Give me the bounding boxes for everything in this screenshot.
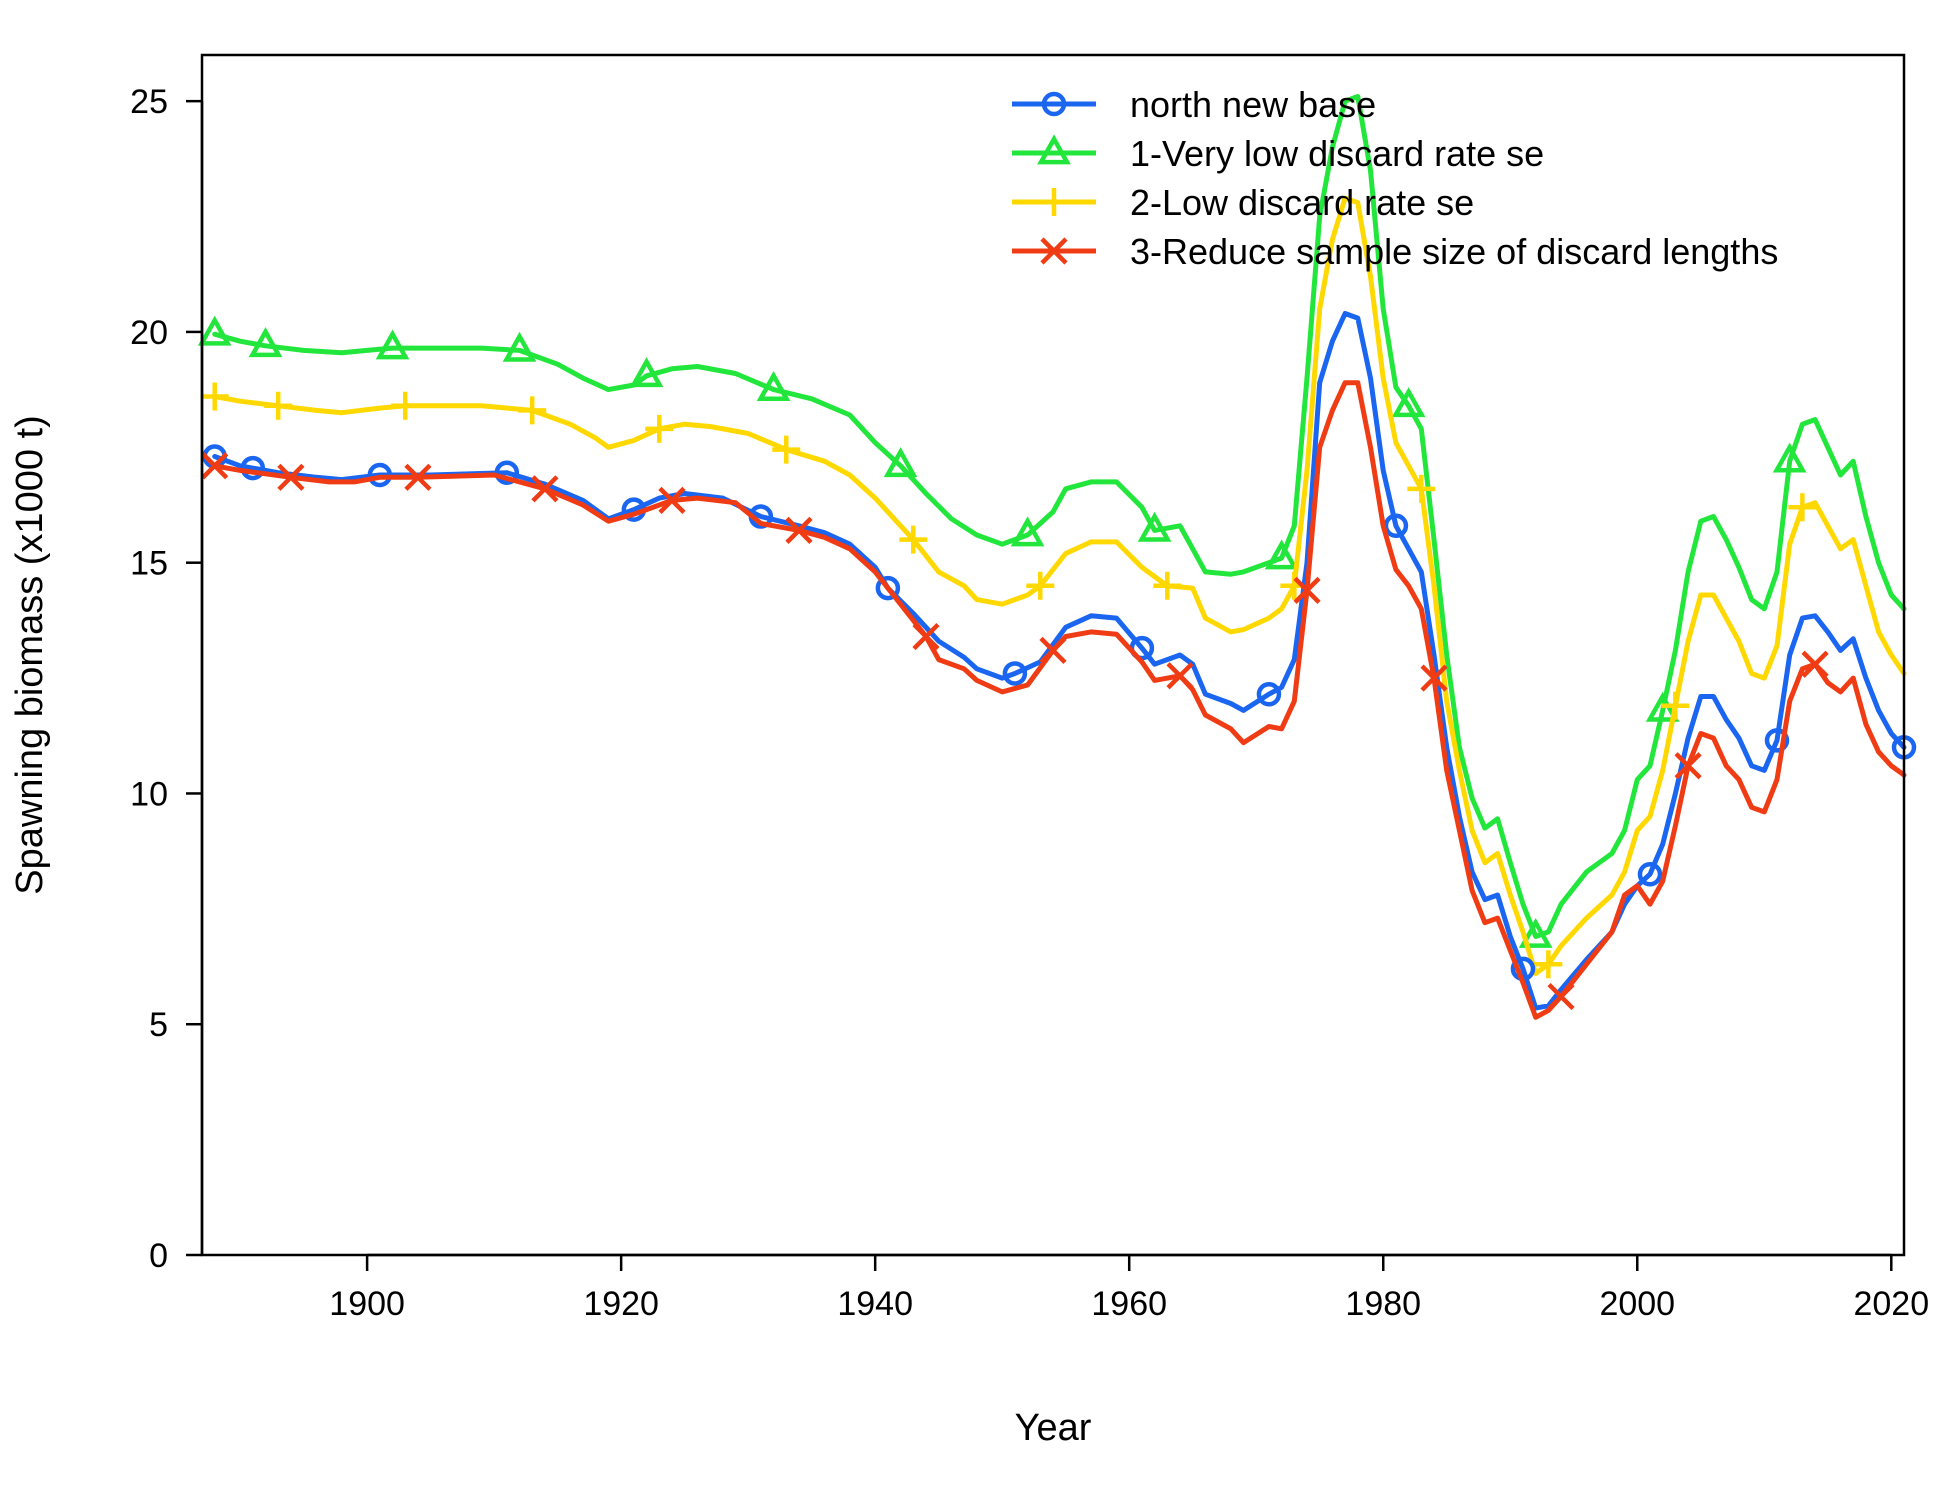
triangle-marker — [1772, 442, 1807, 473]
legend-item: 2-Low discard rate se — [1012, 182, 1474, 223]
x-marker — [658, 486, 686, 514]
plus-marker — [1788, 493, 1817, 522]
circle-marker — [1764, 728, 1790, 753]
x-marker — [404, 463, 432, 491]
triangle-marker — [248, 327, 283, 358]
x-tick-label: 1940 — [837, 1285, 913, 1323]
x-tick-label: 1900 — [329, 1285, 405, 1323]
circle-marker — [1383, 513, 1409, 539]
legend-label: north new base — [1130, 84, 1376, 125]
series-line — [212, 94, 1907, 939]
x-marker — [1801, 650, 1829, 678]
triangle-marker — [883, 447, 918, 478]
triangle-marker — [1037, 134, 1071, 165]
plus-marker — [772, 435, 801, 464]
series-4 — [201, 380, 1907, 1020]
circle-marker — [875, 575, 901, 601]
plus-marker — [1040, 188, 1068, 216]
x-marker — [201, 452, 229, 480]
series-line — [212, 380, 1907, 1020]
x-tick-label: 1960 — [1091, 1285, 1167, 1323]
legend-label: 2-Low discard rate se — [1130, 182, 1474, 223]
x-marker — [1040, 237, 1068, 265]
x-axis-title: Year — [1015, 1407, 1092, 1449]
circle-marker — [1256, 681, 1282, 707]
triangle-marker — [1264, 539, 1299, 570]
circle-marker — [1002, 661, 1028, 686]
x-marker — [277, 463, 305, 491]
x-marker — [1293, 576, 1321, 604]
x-marker — [1166, 662, 1194, 690]
y-tick-label: 10 — [130, 775, 168, 813]
plus-marker — [1407, 474, 1436, 503]
plus-marker — [1534, 950, 1563, 979]
series-3 — [200, 195, 1907, 979]
x-tick-label: 2000 — [1599, 1285, 1675, 1323]
plus-marker — [1026, 571, 1055, 600]
legend-item: north new base — [1012, 84, 1376, 125]
plus-marker — [645, 414, 674, 443]
y-axis-title: Spawning biomass (x1000 t) — [9, 415, 51, 894]
legend-label: 1-Very low discard rate se — [1130, 133, 1544, 174]
y-axis: 0 5 10 15 20 25 — [130, 83, 204, 1275]
plus-marker — [1153, 571, 1182, 600]
legend-label: 3-Reduce sample size of discard lengths — [1130, 231, 1778, 272]
triangle-marker — [1137, 511, 1172, 542]
y-tick-label: 5 — [149, 1006, 168, 1044]
triangle-marker — [629, 357, 664, 388]
triangle-marker — [1391, 387, 1426, 418]
plot-series — [197, 94, 1917, 1020]
legend-item: 1-Very low discard rate se — [1012, 133, 1544, 174]
y-tick-label: 20 — [130, 314, 168, 352]
plus-marker — [391, 391, 420, 420]
x-tick-label: 2020 — [1853, 1285, 1929, 1323]
plus-marker — [200, 382, 229, 411]
plus-marker — [518, 396, 547, 425]
plus-marker — [264, 391, 293, 420]
legend-item: 3-Reduce sample size of discard lengths — [1012, 231, 1778, 272]
y-tick-label: 15 — [130, 545, 168, 583]
triangle-marker — [375, 329, 410, 360]
x-marker — [1420, 664, 1448, 692]
plus-marker — [899, 525, 928, 554]
x-marker — [785, 516, 813, 544]
triangle-marker — [756, 371, 791, 401]
y-tick-label: 25 — [130, 83, 168, 121]
triangle-marker — [502, 331, 537, 362]
circle-marker — [1041, 91, 1067, 117]
x-marker — [1547, 982, 1575, 1011]
legend: north new base 1-Very low discard rate se… — [1012, 84, 1778, 272]
y-tick-label: 0 — [149, 1237, 168, 1275]
x-marker — [1674, 752, 1702, 780]
circle-marker — [494, 460, 520, 485]
x-tick-label: 1980 — [1345, 1285, 1421, 1323]
x-marker — [1039, 636, 1067, 664]
x-tick-label: 1920 — [583, 1285, 659, 1323]
x-marker — [912, 622, 940, 651]
plus-marker — [1661, 691, 1690, 720]
x-axis: 1900 1920 1940 1960 1980 2000 2020 — [329, 1253, 1929, 1323]
circle-marker — [240, 455, 266, 481]
series-line — [212, 195, 1907, 976]
triangle-marker — [1010, 516, 1045, 547]
triangle-marker — [1518, 917, 1553, 948]
circle-marker — [1637, 861, 1663, 887]
x-marker — [531, 475, 559, 503]
triangle-marker — [197, 315, 232, 346]
